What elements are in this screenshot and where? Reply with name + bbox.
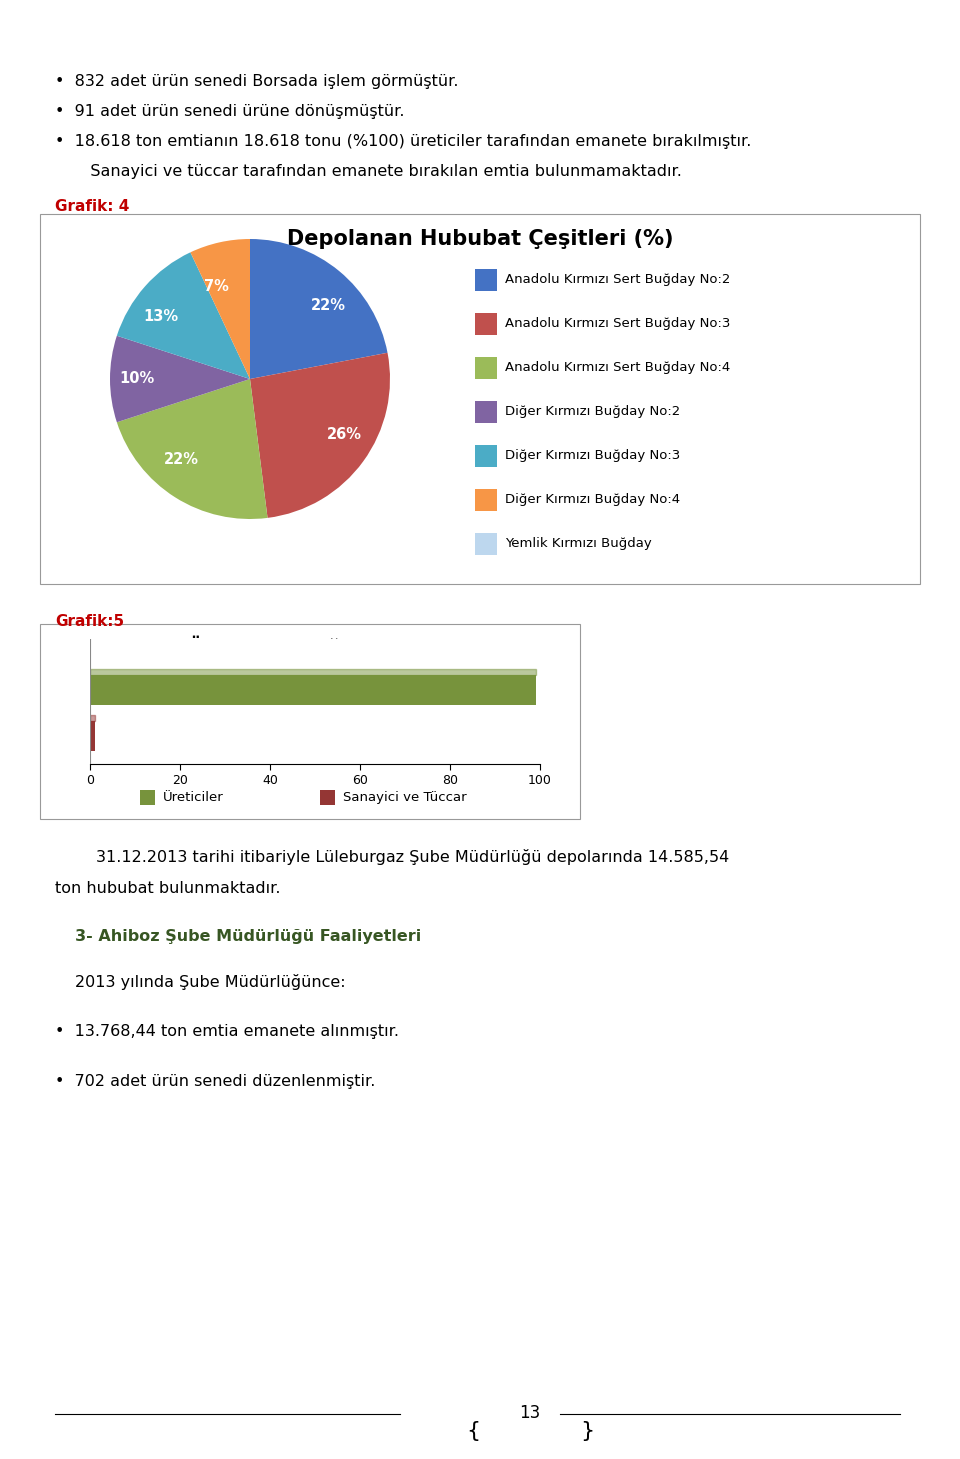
Wedge shape: [250, 353, 390, 518]
Bar: [475, 445, 497, 467]
Bar: [475, 489, 497, 511]
Bar: [40, 624, 580, 818]
Polygon shape: [90, 715, 94, 721]
Bar: [475, 357, 497, 379]
Text: 13: 13: [519, 1404, 540, 1423]
Text: •  13.768,44 ton emtia emanete alınmıştır.: • 13.768,44 ton emtia emanete alınmıştır…: [55, 1024, 399, 1039]
Bar: [475, 268, 497, 290]
Text: 3- Ahiboz Şube Müdürlüğü Faaliyetleri: 3- Ahiboz Şube Müdürlüğü Faaliyetleri: [75, 929, 421, 944]
Text: •  702 adet ürün senedi düzenlenmiştir.: • 702 adet ürün senedi düzenlenmiştir.: [55, 1074, 375, 1088]
Text: Sanayici ve tüccar tarafından emanete bırakılan emtia bulunmamaktadır.: Sanayici ve tüccar tarafından emanete bı…: [75, 163, 682, 179]
Polygon shape: [90, 668, 536, 676]
Bar: [90, 721, 94, 751]
Text: Diğer Kırmızı Buğday No:3: Diğer Kırmızı Buğday No:3: [505, 448, 681, 461]
Wedge shape: [117, 379, 268, 519]
Text: ton hububat bulunmaktadır.: ton hububat bulunmaktadır.: [55, 881, 280, 896]
Text: 7%: 7%: [204, 279, 229, 293]
Text: Grafik: 4: Grafik: 4: [55, 198, 130, 214]
Text: 22%: 22%: [311, 298, 346, 314]
Text: Anadolu Kırmızı Sert Buğday No:4: Anadolu Kırmızı Sert Buğday No:4: [505, 360, 731, 374]
Bar: [90, 676, 536, 705]
Wedge shape: [250, 239, 388, 379]
Text: Ürünlerin Dağılımı (%): Ürünlerin Dağılımı (%): [188, 636, 432, 658]
Text: Grafik:5: Grafik:5: [55, 614, 124, 629]
Text: Sanayici ve Tüccar: Sanayici ve Tüccar: [343, 791, 467, 804]
Wedge shape: [110, 336, 250, 422]
Text: •  18.618 ton emtianın 18.618 tonu (%100) üreticiler tarafından emanete bırakılm: • 18.618 ton emtianın 18.618 tonu (%100)…: [55, 134, 752, 149]
Text: •  832 adet ürün senedi Borsada işlem görmüştür.: • 832 adet ürün senedi Borsada işlem gör…: [55, 74, 459, 89]
Text: 31.12.2013 tarihi itibariyle Lüleburgaz Şube Müdürlüğü depolarında 14.585,54: 31.12.2013 tarihi itibariyle Lüleburgaz …: [55, 849, 730, 865]
Wedge shape: [190, 239, 250, 379]
Bar: [40, 214, 920, 584]
Text: 26%: 26%: [327, 427, 362, 442]
Text: Üreticiler: Üreticiler: [163, 791, 224, 804]
Wedge shape: [117, 252, 250, 379]
Text: Anadolu Kırmızı Sert Buğday No:2: Anadolu Kırmızı Sert Buğday No:2: [505, 273, 731, 286]
Text: Diğer Kırmızı Buğday No:2: Diğer Kırmızı Buğday No:2: [505, 404, 681, 417]
Text: Yemlik Kırmızı Buğday: Yemlik Kırmızı Buğday: [505, 537, 652, 550]
Bar: [475, 401, 497, 423]
Bar: [140, 789, 155, 804]
Text: 22%: 22%: [164, 452, 199, 467]
Text: Depolanan Hububat Çeşitleri (%): Depolanan Hububat Çeşitleri (%): [287, 229, 673, 249]
Text: {: {: [466, 1421, 480, 1441]
Text: •  91 adet ürün senedi ürüne dönüşmüştür.: • 91 adet ürün senedi ürüne dönüşmüştür.: [55, 104, 404, 120]
Text: 13%: 13%: [143, 308, 179, 324]
Bar: [475, 314, 497, 336]
Text: 2013 yılında Şube Müdürlüğünce:: 2013 yılında Şube Müdürlüğünce:: [75, 975, 346, 991]
Text: Diğer Kırmızı Buğday No:4: Diğer Kırmızı Buğday No:4: [505, 493, 680, 505]
Text: 10%: 10%: [120, 372, 155, 387]
Text: }: }: [580, 1421, 594, 1441]
Text: Anadolu Kırmızı Sert Buğday No:3: Anadolu Kırmızı Sert Buğday No:3: [505, 317, 731, 330]
Bar: [320, 789, 335, 804]
Bar: [475, 533, 497, 554]
